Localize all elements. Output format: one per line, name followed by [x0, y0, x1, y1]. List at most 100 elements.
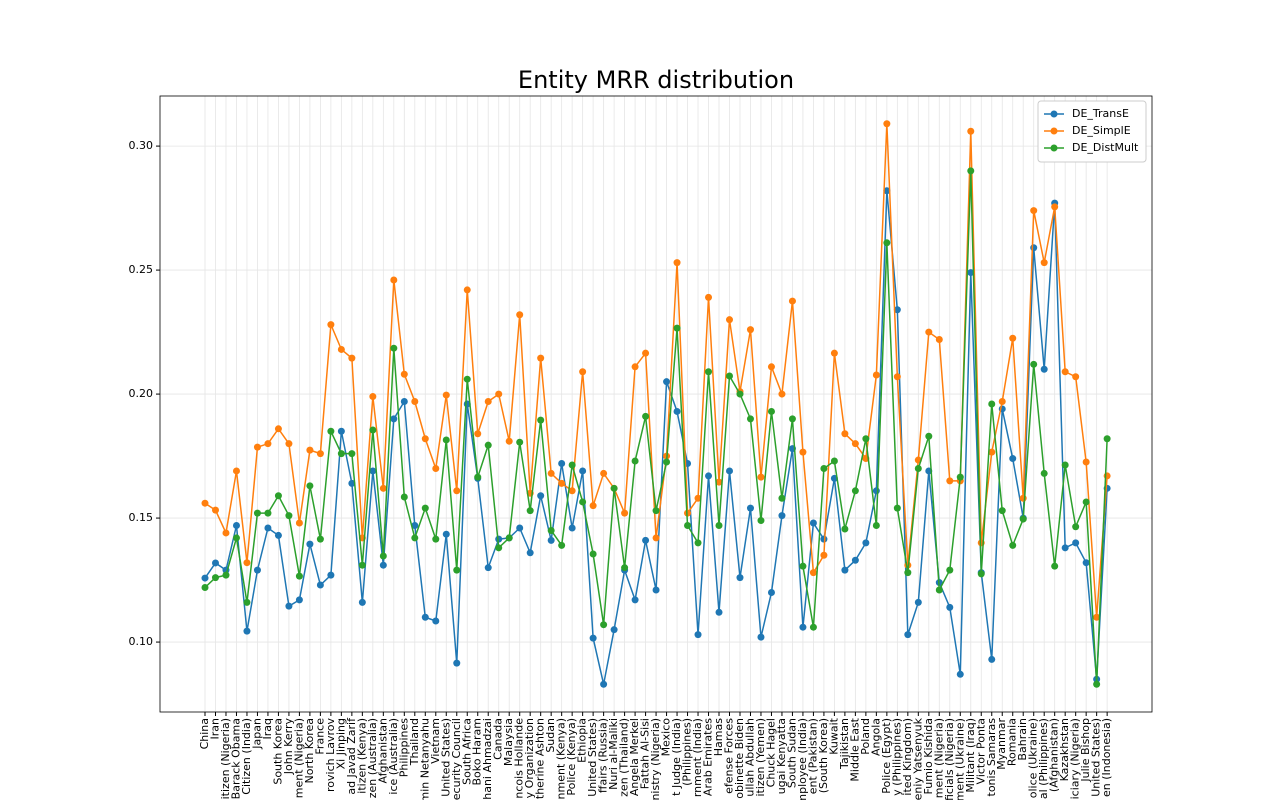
data-point — [652, 586, 660, 594]
x-tick-label: Canada — [492, 718, 505, 760]
data-point — [526, 549, 534, 557]
legend-label: DE_TransE — [1072, 107, 1129, 120]
x-tick-label: zen (Thailand) — [618, 718, 631, 797]
legend-label: DE_DistMult — [1072, 141, 1139, 154]
data-point — [851, 440, 859, 448]
legend-marker — [1050, 127, 1058, 135]
data-point — [841, 430, 849, 438]
x-tick-label: South Africa — [460, 718, 473, 785]
data-point — [348, 479, 356, 487]
data-point — [705, 368, 713, 376]
data-point — [421, 613, 429, 621]
data-point — [369, 426, 377, 434]
data-point — [348, 354, 356, 362]
data-point — [705, 293, 713, 301]
data-point — [316, 581, 324, 589]
data-point — [778, 390, 786, 398]
data-point — [558, 541, 566, 549]
data-point — [830, 457, 838, 465]
data-point — [663, 378, 671, 386]
x-tick-label: Philippines — [397, 718, 410, 778]
x-tick-label: obinette Biden — [733, 718, 746, 799]
legend-box — [1037, 100, 1147, 163]
data-point — [505, 437, 513, 445]
data-point — [558, 479, 566, 487]
data-point — [201, 584, 209, 592]
x-tick-label: ficials (Nigeria) — [943, 718, 956, 800]
x-tick-label: Arab Emirates — [702, 718, 715, 796]
data-point — [663, 458, 671, 466]
x-tick-label: Chuck Hagel — [764, 718, 777, 787]
x-tick-label: Thailand — [408, 718, 421, 766]
data-point — [1040, 365, 1048, 373]
x-tick-label: Bahrain — [1016, 718, 1029, 761]
data-point — [589, 550, 597, 558]
x-tick-label: rovich Lavrov — [324, 718, 337, 792]
y-tick-label: 0.30 — [129, 139, 154, 152]
x-tick-label: (South Korea) — [817, 718, 830, 793]
data-point — [600, 680, 608, 688]
data-point — [642, 412, 650, 420]
y-tick-label: 0.20 — [129, 387, 154, 400]
data-point — [547, 536, 555, 544]
data-point — [767, 407, 775, 415]
data-point — [579, 368, 587, 376]
data-point — [390, 344, 398, 352]
x-tick-label: ffairs (Russia) — [597, 718, 610, 793]
x-tick-label: hani Ahmadzai — [481, 718, 494, 800]
data-point — [505, 534, 513, 542]
x-tick-label: rnment (India) — [691, 718, 704, 797]
data-point — [652, 507, 660, 515]
data-point — [1061, 461, 1069, 469]
data-point — [442, 391, 450, 399]
data-point — [600, 621, 608, 629]
data-point — [851, 487, 859, 495]
data-point — [411, 522, 419, 530]
x-tick-label: Fattah Al-Sisi — [639, 718, 652, 789]
data-point — [893, 504, 901, 512]
x-tick-label: inistry (Nigeria) — [649, 718, 662, 800]
x-tick-label: Japan — [250, 718, 263, 750]
data-point — [799, 448, 807, 456]
data-point — [820, 535, 828, 543]
data-point — [201, 574, 209, 582]
data-point — [914, 464, 922, 472]
data-point — [222, 529, 230, 537]
data-point — [474, 473, 482, 481]
data-point — [337, 450, 345, 458]
x-tick-label: France — [313, 718, 326, 755]
data-point — [442, 530, 450, 538]
data-point — [935, 586, 943, 594]
data-point — [400, 493, 408, 501]
data-point — [211, 574, 219, 582]
data-point — [1009, 455, 1017, 463]
x-tick-label: itizen (Kenya) — [355, 718, 368, 794]
data-point — [967, 127, 975, 135]
data-point — [358, 561, 366, 569]
data-point — [809, 519, 817, 527]
data-point — [809, 569, 817, 577]
data-point — [201, 499, 209, 507]
x-tick-label: zen (Australia) — [366, 718, 379, 798]
x-tick-label: Romania — [1006, 718, 1019, 766]
data-point — [1103, 472, 1111, 480]
data-point — [579, 498, 587, 506]
data-point — [631, 457, 639, 465]
data-point — [715, 478, 723, 486]
data-point — [285, 602, 293, 610]
x-tick-label: min Netanyahu — [418, 718, 431, 800]
data-point — [306, 446, 314, 454]
data-point — [904, 569, 912, 577]
data-point — [694, 494, 702, 502]
data-point — [568, 487, 576, 495]
data-point — [243, 559, 251, 567]
x-tick-label: itizen (Nigeria) — [219, 718, 232, 799]
data-point — [547, 526, 555, 534]
x-tick-label: mployee (India) — [796, 718, 809, 800]
data-point — [411, 398, 419, 406]
data-point — [211, 559, 219, 567]
x-tick-label: Xi Jinping — [334, 718, 347, 769]
data-point — [799, 562, 807, 570]
data-point — [337, 345, 345, 353]
data-point — [841, 566, 849, 574]
